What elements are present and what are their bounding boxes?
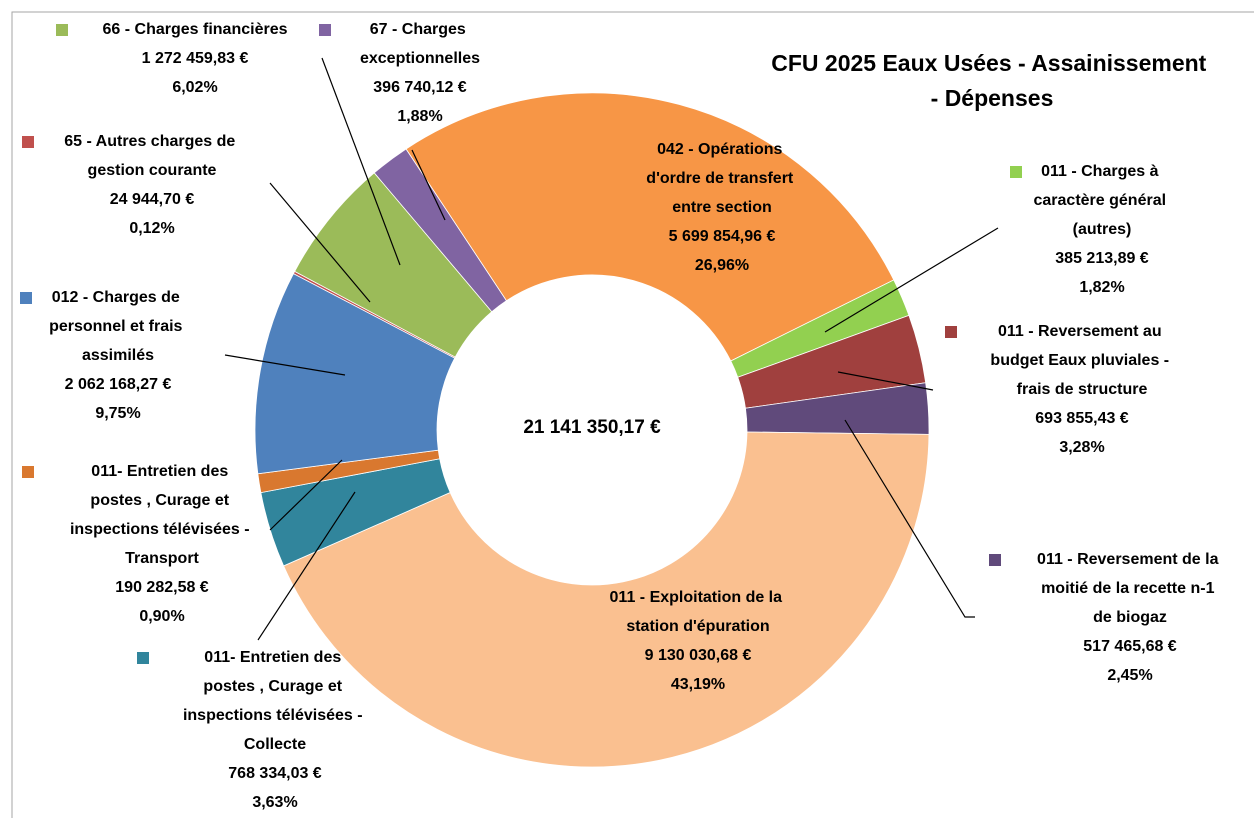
slice-label: 012 - Charges de personnel et frais assi… xyxy=(49,289,187,364)
legend-key xyxy=(945,326,957,338)
legend-key xyxy=(558,592,570,604)
legend-key xyxy=(22,136,34,148)
chart-title: CFU 2025 Eaux Usées - Assainissement - D… xyxy=(771,50,1212,111)
legend-key xyxy=(989,554,1001,566)
total-label: 21 141 350,17 € xyxy=(523,417,661,438)
legend-key xyxy=(20,292,32,304)
percent-label: 0,90% xyxy=(139,608,184,625)
slice-label: 011 - Reversement au budget Eaux pluvial… xyxy=(990,323,1173,398)
percent-label: 3,28% xyxy=(1059,439,1104,456)
value-label: 517 465,68 € xyxy=(1083,638,1177,655)
value-label: 385 213,89 € xyxy=(1055,250,1149,267)
value-label: 190 282,58 € xyxy=(115,579,209,596)
slice-label: 011 - Exploitation de la station d'épura… xyxy=(610,589,787,635)
percent-label: 6,02% xyxy=(172,79,217,96)
slice-label: 65 - Autres charges de gestion courante xyxy=(64,133,239,179)
value-label: 693 855,43 € xyxy=(1035,410,1129,427)
percent-label: 2,45% xyxy=(1107,667,1152,684)
leader-line xyxy=(257,491,356,641)
slice-label: 011 - Charges à caractère général (autre… xyxy=(1034,163,1171,238)
slice-label: 011 - Reversement de la moitié de la rec… xyxy=(1037,551,1223,626)
legend-key xyxy=(56,24,68,36)
slice-label: 011- Entretien des postes , Curage et in… xyxy=(70,463,254,567)
legend-key xyxy=(319,24,331,36)
value-label: 396 740,12 € xyxy=(373,79,467,96)
slice xyxy=(373,148,508,313)
leader-line xyxy=(844,419,975,618)
value-label: 9 130 030,68 € xyxy=(645,647,752,664)
value-label: 24 944,70 € xyxy=(110,191,195,208)
legend-key xyxy=(137,652,149,664)
leader-line xyxy=(269,459,343,531)
leader-line xyxy=(269,182,371,303)
legend-key xyxy=(22,466,34,478)
percent-label: 26,96% xyxy=(695,257,749,274)
leader-line xyxy=(224,354,346,376)
value-label: 5 699 854,96 € xyxy=(669,228,776,245)
slice-label: 67 - Charges exceptionnelles xyxy=(360,21,480,67)
legend-key xyxy=(1010,166,1022,178)
slice xyxy=(283,431,930,768)
slice xyxy=(405,92,895,362)
percent-label: 1,82% xyxy=(1079,279,1124,296)
percent-label: 43,19% xyxy=(671,676,725,693)
leader-line xyxy=(411,149,446,221)
leader-line xyxy=(321,57,401,266)
slice-label: 011- Entretien des postes , Curage et in… xyxy=(183,649,367,753)
leader-line xyxy=(824,227,999,333)
percent-label: 9,75% xyxy=(95,405,140,422)
value-label: 768 334,03 € xyxy=(228,765,322,782)
percent-label: 1,88% xyxy=(397,108,442,125)
leader-line xyxy=(837,371,934,391)
slice-label: 66 - Charges financières xyxy=(103,21,288,38)
slice-label: 042 - Opérations d'ordre de transfert en… xyxy=(646,141,797,216)
percent-label: 0,12% xyxy=(129,220,174,237)
frame xyxy=(11,11,1254,818)
value-label: 1 272 459,83 € xyxy=(142,50,249,67)
percent-label: 3,63% xyxy=(252,794,297,811)
value-label: 2 062 168,27 € xyxy=(65,376,172,393)
